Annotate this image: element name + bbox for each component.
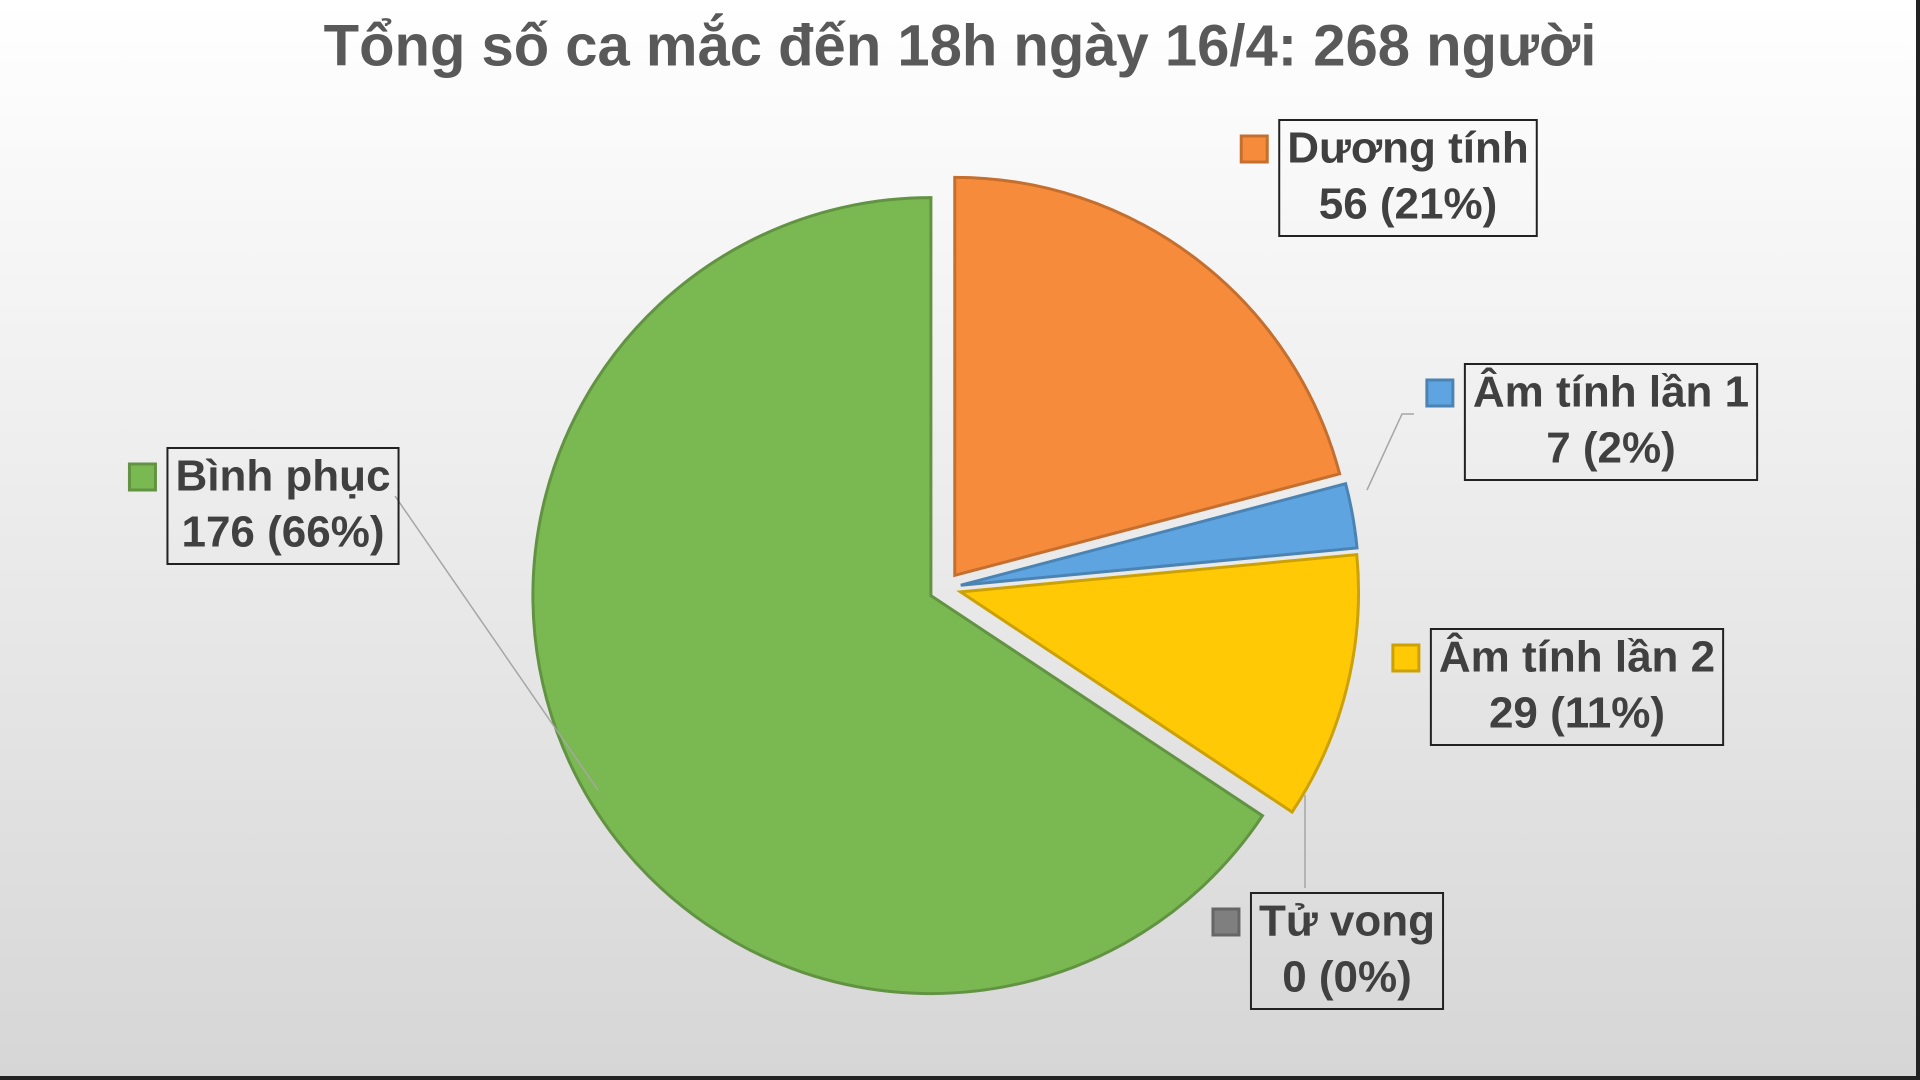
data-label: Dương tính 56 (21%) [1239, 119, 1538, 237]
pie-slice [960, 481, 1359, 587]
pie-slice [956, 552, 1360, 815]
value-label: 176 (66%) [181, 508, 384, 557]
label-box [1249, 892, 1445, 1010]
category-label: Âm tính lần 1 [1473, 367, 1749, 417]
category-label: Tử vong [1259, 897, 1435, 946]
legend-key [1391, 643, 1421, 673]
value-label: 56 (21%) [1319, 180, 1498, 229]
label-box [1463, 363, 1759, 481]
value-label: 7 (2%) [1546, 424, 1676, 473]
category-label: Âm tính lần 2 [1439, 632, 1715, 682]
legend-key [1211, 907, 1241, 937]
legend-key [127, 462, 157, 492]
data-label: Âm tính lần 2 29 (11%) [1391, 628, 1725, 746]
data-label: Tử vong 0 (0%) [1211, 892, 1445, 1010]
data-label: Bình phục 176 (66%) [127, 447, 400, 565]
leader-line [394, 495, 599, 791]
label-box [1429, 628, 1725, 746]
value-label: 29 (11%) [1489, 689, 1665, 738]
label-box [1278, 119, 1538, 237]
legend-key [1425, 378, 1455, 408]
pie-slice [531, 196, 1265, 996]
pie-slice [953, 175, 1342, 578]
value-label: 0 (0%) [1282, 953, 1412, 1002]
legend-key [1239, 134, 1269, 164]
data-label: Âm tính lần 1 7 (2%) [1425, 363, 1759, 481]
leader-line [1366, 413, 1414, 491]
pie [531, 175, 1360, 996]
chart-title: Tổng số ca mắc đến 18h ngày 16/4: 268 ng… [324, 13, 1597, 78]
label-box [166, 447, 400, 565]
category-label: Bình phục [175, 452, 390, 501]
category-label: Dương tính [1287, 124, 1529, 173]
